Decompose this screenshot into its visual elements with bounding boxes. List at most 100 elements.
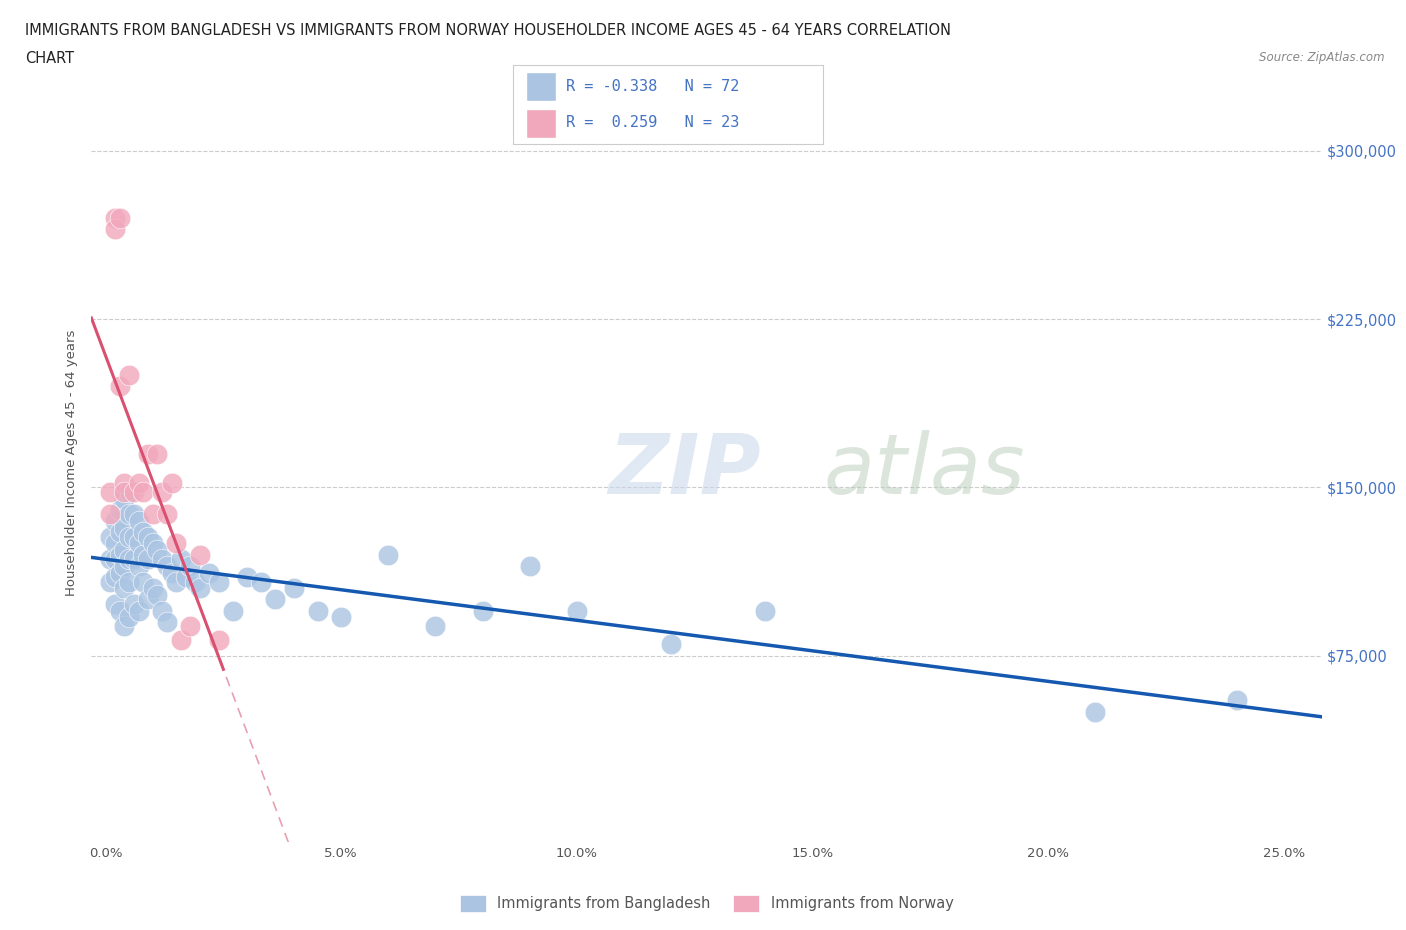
Point [112,485,135,499]
Point [264,592,287,607]
Point [118,551,141,566]
Text: CHART: CHART [25,51,75,66]
Point [112,543,135,558]
Point [136,592,159,607]
Point [98,507,121,522]
Point [112,581,135,596]
Point [425,619,447,634]
Point [112,491,135,506]
Point [519,558,541,573]
Point [160,475,183,490]
Point [136,446,159,461]
Point [122,529,145,544]
Point [108,565,131,580]
Point [156,615,179,630]
Point [118,574,141,589]
FancyBboxPatch shape [526,73,557,100]
Point [132,485,155,499]
Point [98,529,121,544]
Point [165,536,187,551]
Point [156,558,179,573]
Point [122,551,145,566]
Point [108,502,131,517]
Point [283,581,305,596]
Point [156,507,179,522]
Point [184,574,207,589]
Point [98,485,121,499]
Point [222,604,245,618]
Point [104,222,127,237]
Point [142,507,165,522]
Point [165,574,187,589]
Point [122,507,145,522]
Point [118,610,141,625]
Point [659,637,682,652]
Point [174,569,197,584]
Point [132,574,155,589]
Point [112,520,135,535]
FancyBboxPatch shape [526,110,557,138]
Point [118,367,141,382]
Point [160,565,183,580]
Point [170,551,193,566]
Point [150,485,173,499]
Point [170,632,193,647]
Point [118,485,141,499]
Point [118,507,141,522]
Point [108,547,131,562]
Point [1226,693,1249,708]
Point [104,569,127,584]
Point [104,536,127,551]
Point [104,513,127,528]
Point [136,529,159,544]
Point [188,547,211,562]
Point [104,551,127,566]
Point [150,551,173,566]
Point [146,446,169,461]
Point [118,529,141,544]
Point [471,604,494,618]
Text: R = -0.338   N = 72: R = -0.338 N = 72 [565,79,740,94]
Point [150,604,173,618]
Point [98,551,121,566]
Point [198,565,221,580]
Point [179,558,201,573]
Point [565,604,588,618]
Point [307,604,329,618]
Point [179,619,201,634]
Y-axis label: Householder Income Ages 45 - 64 years: Householder Income Ages 45 - 64 years [65,329,79,596]
Text: ZIP: ZIP [607,430,761,511]
Point [754,604,776,618]
Point [108,379,131,394]
Point [104,211,127,226]
Point [146,588,169,603]
Point [108,525,131,539]
Point [128,604,150,618]
Point [122,596,145,611]
Point [146,543,169,558]
Point [136,551,159,566]
Point [122,485,145,499]
Point [208,632,231,647]
Point [108,604,131,618]
Point [188,581,211,596]
Point [330,610,353,625]
Point [128,536,150,551]
Text: Source: ZipAtlas.com: Source: ZipAtlas.com [1260,51,1385,64]
Point [128,558,150,573]
Point [108,211,131,226]
Point [236,569,259,584]
Point [142,536,165,551]
Point [250,574,273,589]
Text: atlas: atlas [824,430,1025,511]
Point [104,596,127,611]
Point [142,581,165,596]
Point [1084,704,1107,719]
Text: IMMIGRANTS FROM BANGLADESH VS IMMIGRANTS FROM NORWAY HOUSEHOLDER INCOME AGES 45 : IMMIGRANTS FROM BANGLADESH VS IMMIGRANTS… [25,23,952,38]
Point [132,547,155,562]
Legend: Immigrants from Bangladesh, Immigrants from Norway: Immigrants from Bangladesh, Immigrants f… [454,889,959,918]
Point [98,574,121,589]
Point [377,547,399,562]
Text: R =  0.259   N = 23: R = 0.259 N = 23 [565,115,740,130]
Point [112,475,135,490]
